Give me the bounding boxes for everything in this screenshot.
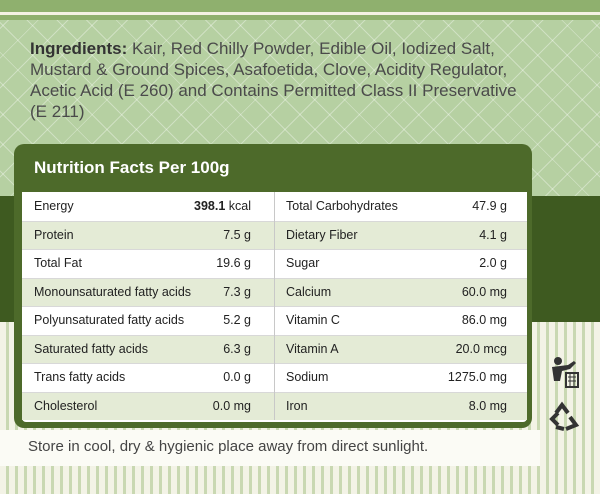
- nutrient-value: 1275.0 mg: [447, 370, 507, 384]
- ingredients-text: Kair, Red Chilly Powder, Edible Oil, Iod…: [30, 39, 517, 121]
- energy-amount: 398.1: [194, 199, 226, 213]
- ingredients-label: Ingredients:: [30, 39, 128, 58]
- energy-unit: kcal: [228, 199, 251, 213]
- nutrient-value: 8.0 mg: [468, 398, 507, 413]
- nutrient-value: 5.2 g: [223, 313, 251, 327]
- nutrient-value: 6.3 g: [223, 341, 251, 356]
- nutrient-row: Energy 398.1 kcal Total Carbohydrates 47.9 …: [22, 192, 527, 221]
- nutrient-value: 19.6 g: [216, 256, 251, 270]
- nutrient-name: Energy: [34, 199, 74, 213]
- nutrient-value: 2.0 g: [479, 256, 507, 270]
- nutrient-row: Polyunsaturated fatty acids 5.2 g Vitamin …: [22, 306, 527, 335]
- nutrient-name: Total Fat: [34, 256, 82, 270]
- top-stripe: [0, 0, 600, 20]
- nutrient-value: 0.0 g: [223, 370, 251, 384]
- nutrient-value: 47.9 g: [472, 199, 507, 213]
- nutrient-name: Cholesterol: [34, 398, 98, 413]
- ingredients: Ingredients: Kair, Red Chilly Powder, Ed…: [30, 38, 530, 122]
- nutrient-value: 0.0 mg: [212, 398, 251, 413]
- nutrient-name: Vitamin C: [286, 313, 340, 327]
- nutrient-name: Vitamin A: [286, 341, 339, 356]
- nutrient-name: Trans fatty acids: [34, 370, 126, 384]
- nutrition-title: Nutrition Facts Per 100g: [34, 158, 230, 177]
- icons: [549, 357, 580, 431]
- nutrient-value: 398.1 kcal: [194, 199, 251, 213]
- nutrient-name: Sugar: [286, 256, 320, 270]
- nutrient-name: Protein: [34, 227, 74, 242]
- nutrient-name: Monounsaturated fatty acids: [34, 284, 192, 299]
- nutrient-name: Dietary Fiber: [286, 227, 358, 242]
- nutrient-name: Polyunsaturated fatty acids: [34, 313, 185, 327]
- nutrient-value: 7.3 g: [223, 284, 251, 299]
- nutrient-row: Trans fatty acids 0.0 g Sodium 1275.0 mg: [22, 363, 527, 392]
- nutrient-name: Iron: [286, 398, 308, 413]
- nutrient-value: 20.0 mcg: [455, 341, 507, 356]
- nutrient-value: 4.1 g: [479, 227, 507, 242]
- nutrient-row: Total Fat 19.6 g Sugar 2.0 g: [22, 249, 527, 278]
- storage-text: Store in cool, dry & hygienic place away…: [28, 438, 429, 455]
- nutrient-name: Sodium: [286, 370, 329, 384]
- nutrient-value: 7.5 g: [223, 227, 251, 242]
- nutrient-value: 86.0 mg: [461, 313, 507, 327]
- column-divider: [274, 192, 275, 420]
- nutrient-name: Calcium: [286, 284, 332, 299]
- nutrient-name: Total Carbohydrates: [286, 199, 398, 213]
- storage-strip: [0, 430, 540, 466]
- nutrition-table: Energy 398.1 kcal Total Carbohydrates 47.9 …: [22, 192, 527, 422]
- nutrient-name: Saturated fatty acids: [34, 341, 148, 356]
- nutrient-value: 60.0 mg: [461, 284, 507, 299]
